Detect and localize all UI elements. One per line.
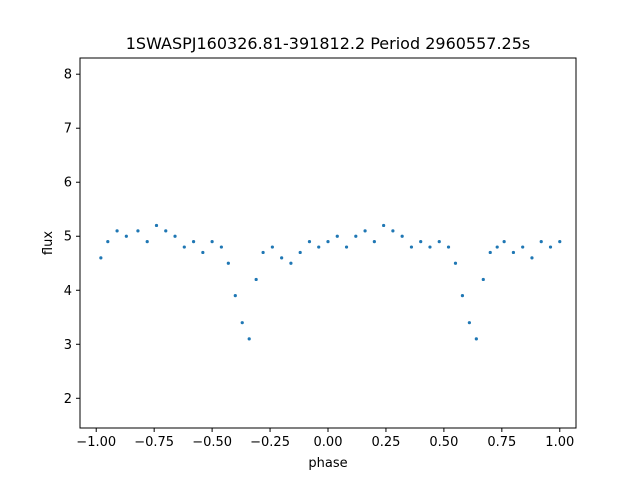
data-point bbox=[298, 250, 302, 255]
data-point bbox=[372, 240, 376, 244]
data-point bbox=[446, 245, 451, 249]
data-point bbox=[467, 321, 471, 325]
data-point bbox=[210, 240, 214, 244]
data-point bbox=[99, 256, 103, 260]
data-point bbox=[502, 240, 506, 244]
data-point bbox=[539, 240, 543, 244]
data-point bbox=[136, 229, 140, 233]
x-tick-label: 1.00 bbox=[545, 435, 574, 450]
x-tick-label: 0.25 bbox=[371, 435, 400, 450]
data-point bbox=[226, 261, 230, 265]
data-point bbox=[261, 250, 265, 255]
y-tick-label: 2 bbox=[64, 392, 72, 407]
y-ticks: 2 3 4 5 6 7 8 bbox=[64, 68, 80, 407]
data-point bbox=[270, 245, 274, 249]
data-point bbox=[354, 234, 358, 238]
y-axis-label: flux bbox=[41, 231, 56, 255]
x-ticks: −1.00 −0.75 −0.50 −0.25 0.00 0.25 0.50 0.75 1.00 bbox=[76, 428, 574, 450]
data-point bbox=[154, 223, 159, 228]
data-point bbox=[124, 234, 128, 238]
data-point bbox=[419, 240, 423, 244]
data-point bbox=[247, 337, 251, 341]
y-tick-label: 6 bbox=[64, 176, 72, 191]
data-point bbox=[280, 256, 284, 260]
x-tick-label: −0.25 bbox=[250, 435, 290, 450]
data-points bbox=[99, 223, 562, 341]
data-point bbox=[382, 223, 386, 228]
data-point bbox=[521, 245, 525, 249]
y-tick-label: 3 bbox=[64, 338, 72, 353]
x-tick-label: 0.00 bbox=[314, 435, 343, 450]
data-point bbox=[400, 234, 404, 238]
data-point bbox=[488, 250, 492, 255]
data-point bbox=[363, 229, 367, 233]
data-point bbox=[219, 245, 223, 249]
plot-area-frame bbox=[79, 57, 577, 429]
data-point bbox=[460, 294, 465, 298]
data-point bbox=[254, 277, 258, 282]
data-point bbox=[548, 245, 553, 249]
data-point bbox=[233, 294, 237, 298]
y-tick-label: 5 bbox=[64, 230, 72, 245]
y-tick-label: 8 bbox=[64, 68, 72, 83]
data-point bbox=[317, 245, 321, 249]
data-point bbox=[335, 234, 339, 238]
data-point bbox=[481, 277, 485, 282]
y-tick-label: 4 bbox=[64, 284, 72, 299]
data-point bbox=[453, 261, 458, 265]
y-tick-label: 7 bbox=[64, 122, 72, 137]
data-point bbox=[164, 229, 168, 233]
data-point bbox=[391, 229, 395, 233]
data-point bbox=[191, 240, 196, 244]
data-point bbox=[106, 240, 110, 244]
x-tick-label: −1.00 bbox=[76, 435, 116, 450]
data-point bbox=[530, 256, 534, 260]
x-tick-label: −0.75 bbox=[134, 435, 174, 450]
chart-title: 1SWASPJ160326.81-391812.2 Period 2960557… bbox=[126, 34, 531, 53]
data-point bbox=[182, 245, 186, 249]
data-point bbox=[145, 240, 149, 244]
data-point bbox=[437, 240, 441, 244]
data-point bbox=[495, 245, 499, 249]
data-point bbox=[409, 245, 414, 249]
x-tick-label: 0.50 bbox=[429, 435, 458, 450]
x-tick-label: −0.50 bbox=[192, 435, 232, 450]
data-point bbox=[558, 240, 562, 244]
data-point bbox=[240, 321, 244, 325]
x-axis-label: phase bbox=[308, 456, 347, 471]
x-tick-label: 0.75 bbox=[487, 435, 516, 450]
data-point bbox=[173, 234, 177, 238]
data-point bbox=[344, 245, 349, 249]
data-point bbox=[289, 261, 293, 265]
data-point bbox=[474, 337, 478, 341]
data-point bbox=[428, 245, 432, 249]
data-point bbox=[115, 229, 119, 233]
data-point bbox=[511, 250, 516, 255]
data-point bbox=[326, 240, 330, 244]
data-point bbox=[201, 250, 205, 255]
data-point bbox=[307, 240, 312, 244]
